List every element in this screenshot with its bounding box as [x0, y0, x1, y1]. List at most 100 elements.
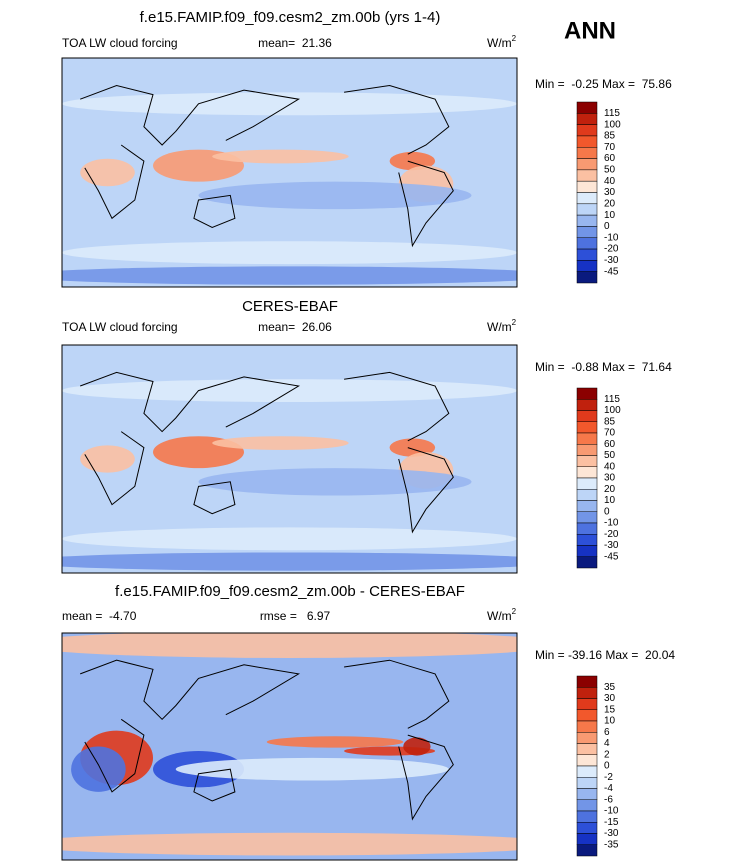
units: W/m2 [487, 607, 517, 623]
coastline [344, 84, 450, 155]
colorbar-label: -6 [604, 794, 613, 805]
coastline [344, 659, 450, 729]
colorbar-label: -15 [604, 817, 619, 828]
colorbar-label: 6 [604, 727, 610, 738]
left-string: TOA LW cloud forcing [62, 36, 178, 50]
colorbar-label: 100 [604, 119, 621, 130]
colorbar-label: 10 [604, 495, 616, 506]
map-blob [403, 737, 431, 756]
colorbar-box [576, 489, 598, 501]
colorbar-box [576, 421, 598, 434]
colorbar-box [576, 410, 598, 422]
units-exponent: 2 [512, 607, 517, 616]
map-blob [80, 158, 135, 187]
left-string: TOA LW cloud forcing [62, 320, 178, 334]
colorbar-box [576, 822, 598, 834]
map-blob [175, 757, 449, 781]
colorbar-label: 70 [604, 142, 616, 153]
colorbar-box [576, 810, 598, 823]
colorbar-label: 0 [604, 506, 610, 517]
colorbar-box [576, 799, 598, 812]
units: W/m2 [487, 34, 517, 50]
colorbar-label: -45 [604, 551, 619, 562]
center-string: mean= 21.36 [258, 36, 332, 50]
colorbar-label: 115 [604, 108, 620, 119]
colorbar-box [576, 500, 598, 512]
colorbar-box [576, 556, 598, 569]
coastline [398, 734, 454, 821]
coastline [193, 481, 236, 515]
map-blob [266, 736, 404, 748]
map-blob [80, 445, 135, 473]
panel-title: f.e15.FAMIP.f09_f09.cesm2_zm.00b (yrs 1-… [140, 9, 441, 26]
colorbar-box [576, 432, 598, 445]
colorbar-box [576, 192, 598, 205]
coastline [193, 194, 236, 229]
colorbar-label: -45 [604, 266, 619, 277]
units-base: W/m [487, 609, 512, 623]
colorbar-box [576, 180, 598, 193]
map-blob [62, 633, 517, 658]
colorbar-label: 50 [604, 165, 616, 176]
units-exponent: 2 [512, 318, 517, 327]
colorbar-label: 10 [604, 716, 616, 727]
colorbar-label: 2 [604, 749, 610, 760]
min-max: Min = -0.88 Max = 71.64 [535, 360, 672, 374]
colorbar-box [576, 387, 598, 400]
colorbar-label: -2 [604, 772, 613, 783]
colorbar-box [576, 687, 598, 699]
min-max: Min = -39.16 Max = 20.04 [535, 648, 675, 662]
colorbar-label: 40 [604, 461, 616, 472]
colorbar-box [576, 698, 598, 710]
colorbar-box [576, 534, 598, 546]
panel-title: f.e15.FAMIP.f09_f09.cesm2_zm.00b - CERES… [115, 583, 465, 600]
map-blob [62, 552, 517, 571]
map [61, 632, 518, 861]
colorbar-label: -10 [604, 518, 619, 529]
colorbar-box [576, 135, 598, 148]
center-string: mean= 26.06 [258, 320, 332, 334]
colorbar-label: 20 [604, 198, 616, 209]
colorbar-box [576, 214, 598, 227]
season-label: ANN [564, 17, 616, 44]
colorbar-label: 0 [604, 761, 610, 772]
colorbar-box [576, 522, 598, 535]
colorbar-box [576, 237, 598, 250]
panel-title: CERES-EBAF [242, 298, 338, 315]
colorbar-box [576, 788, 598, 800]
map-field [62, 633, 517, 860]
colorbar-label: -10 [604, 232, 619, 243]
map-blob [71, 746, 126, 792]
colorbar-label: 30 [604, 473, 616, 484]
colorbar-box [576, 169, 598, 182]
colorbar-box [576, 124, 598, 137]
colorbar-box [576, 260, 598, 272]
coastline [80, 371, 301, 433]
coastline [84, 718, 145, 793]
map-blob [62, 266, 517, 285]
colorbar-box [576, 777, 598, 789]
colorbar-box [576, 113, 598, 125]
colorbar-box [576, 675, 598, 688]
colorbar-box [576, 765, 598, 778]
colorbar-label: -4 [604, 783, 613, 794]
colorbar-label: 50 [604, 450, 616, 461]
colorbar-label: 0 [604, 221, 610, 232]
min-max: Min = -0.25 Max = 75.86 [535, 77, 672, 91]
colorbar-label: 85 [604, 416, 616, 427]
coastline [80, 84, 301, 146]
map-blob [62, 92, 517, 116]
colorbar-box [576, 466, 598, 479]
map-frame [61, 57, 518, 288]
coastline [80, 659, 301, 721]
map [61, 57, 518, 288]
map-blob [62, 241, 517, 265]
map-blob [212, 436, 349, 450]
colorbar-box [576, 226, 598, 238]
colorbar-box [576, 477, 598, 490]
colorbar-label: 30 [604, 693, 616, 704]
colorbar-box [576, 754, 598, 767]
units-exponent: 2 [512, 34, 517, 43]
colorbar-label: -35 [604, 839, 619, 850]
map-frame [61, 632, 518, 861]
